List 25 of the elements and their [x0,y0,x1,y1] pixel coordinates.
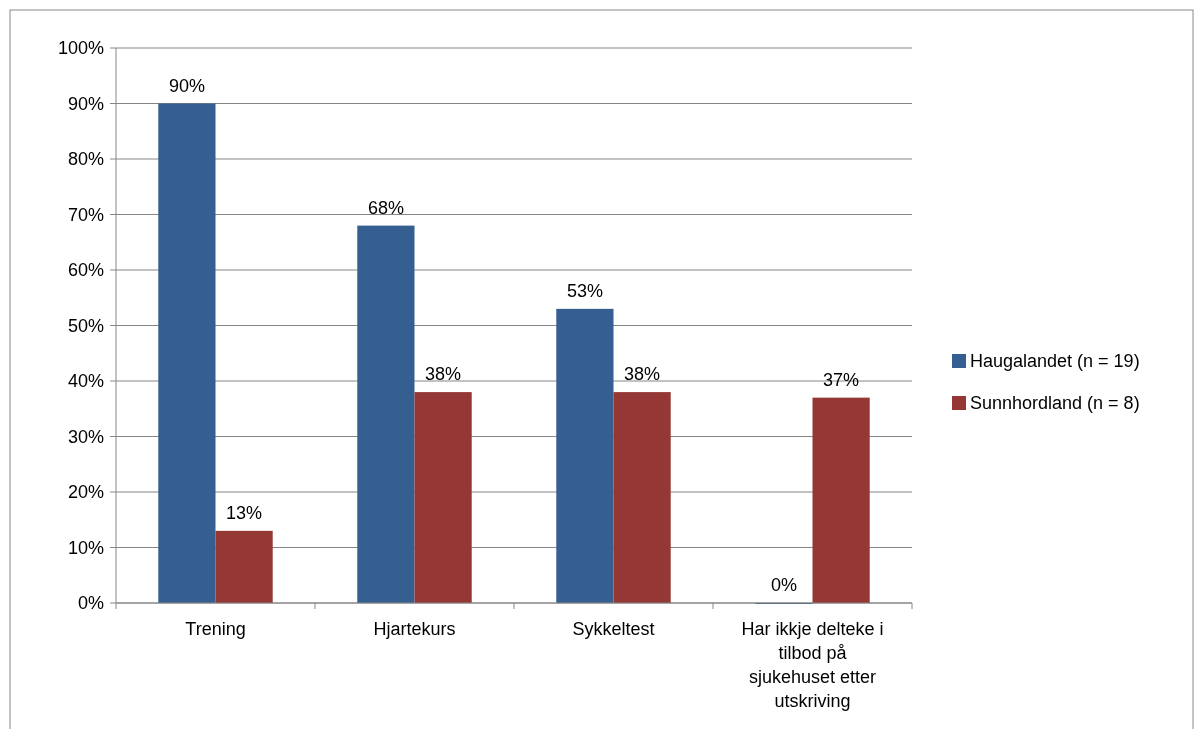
y-tick-label: 60% [67,260,104,281]
data-label: 90% [168,75,205,96]
y-tick-label: 100% [57,38,104,59]
y-tick-label: 30% [67,426,104,447]
y-tick-label: 40% [67,371,104,392]
data-label: 53% [566,280,603,301]
y-tick-label: 80% [67,149,104,170]
x-tick-label: Trening [185,619,246,639]
data-label: 38% [624,364,661,385]
data-label: 68% [367,197,404,218]
legend-label: Sunnhordland (n = 8) [970,393,1140,414]
data-label: 13% [226,502,263,523]
data-label: 0% [770,575,797,595]
x-tick-label: Hjartekurs [373,619,456,639]
y-tick-label: 50% [67,315,104,336]
y-tick-label: 0% [77,593,104,614]
data-label: 37% [823,369,860,390]
data-label: 38% [425,364,462,385]
x-tick-label: Sykkeltest [572,619,655,639]
y-tick-label: 10% [67,537,104,558]
legend-label: Haugalandet (n = 19) [970,351,1140,372]
x-tick-label: Har ikkje delteke i tilbod på sjukehuset etter utskriving [741,619,884,711]
y-tick-label: 20% [67,482,104,503]
y-tick-label: 90% [67,93,104,114]
y-tick-label: 70% [67,204,104,225]
